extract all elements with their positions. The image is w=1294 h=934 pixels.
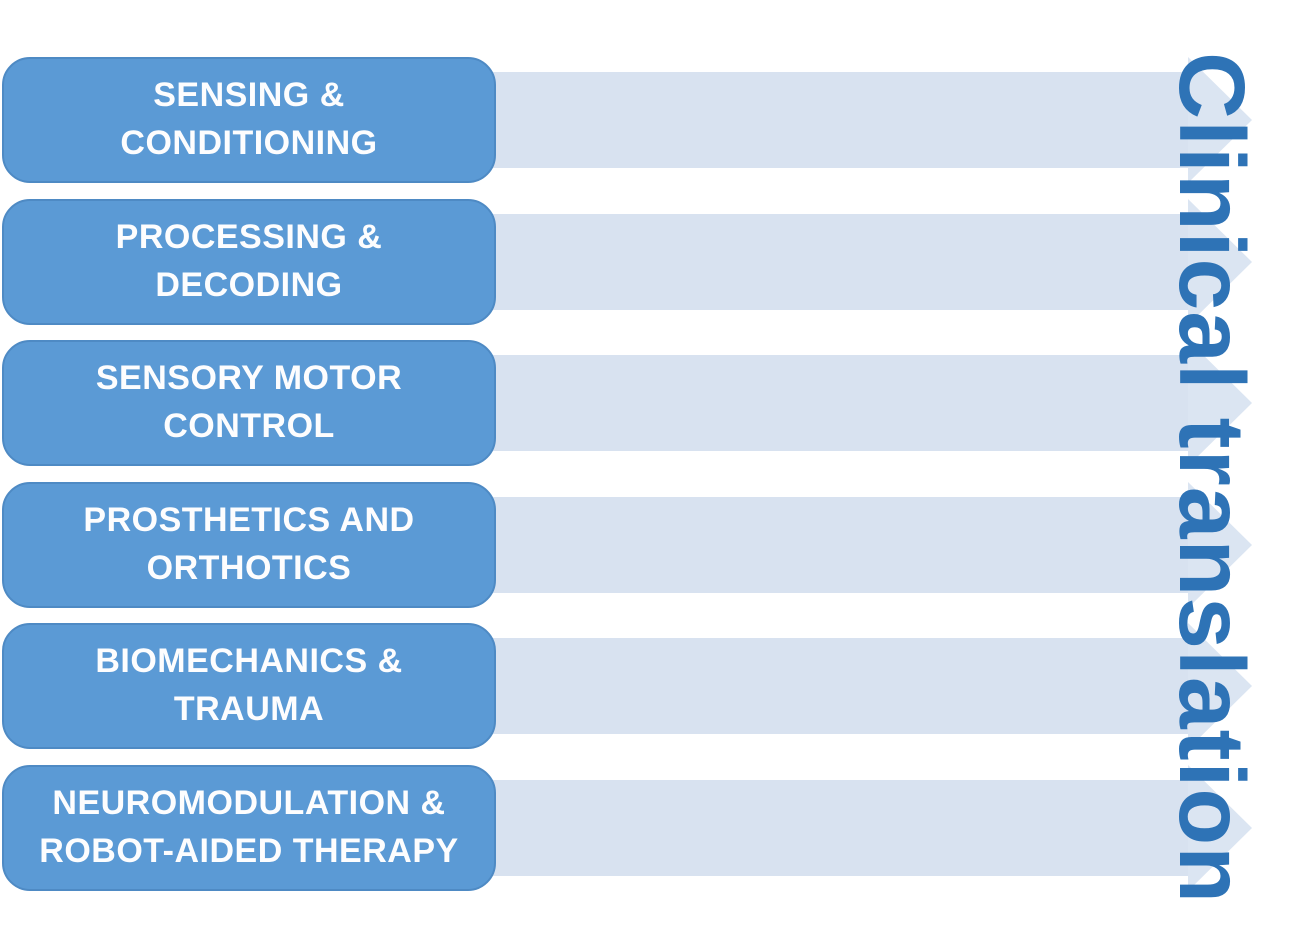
stage-label: PROCESSING & DECODING: [115, 218, 383, 304]
stage-label: NEUROMODULATION & ROBOT-AIDED THERAPY: [39, 784, 459, 870]
stage-label: SENSING & CONDITIONING: [120, 76, 378, 162]
stage-box-sensing-conditioning: SENSING & CONDITIONING: [2, 57, 496, 183]
stage-arrow-head-icon: [1188, 765, 1252, 891]
stage-label: SENSORY MOTOR CONTROL: [95, 359, 403, 445]
stage-row: BIOMECHANICS & TRAUMA: [0, 623, 1294, 749]
stage-arrow-band: [480, 214, 1189, 310]
stage-arrow-band: [480, 355, 1189, 451]
stage-row: NEUROMODULATION & ROBOT-AIDED THERAPY: [0, 765, 1294, 891]
stage-arrow-band: [480, 780, 1189, 876]
clinical-translation-title: Clinical translation: [1160, 52, 1264, 905]
stage-arrow-head-icon: [1188, 199, 1252, 325]
stage-box-neuromodulation-robot-aided-therapy: NEUROMODULATION & ROBOT-AIDED THERAPY: [2, 765, 496, 891]
stage-arrow-head-icon: [1188, 623, 1252, 749]
stage-label: PROSTHETICS AND ORTHOTICS: [83, 501, 415, 587]
stage-row: PROSTHETICS AND ORTHOTICS: [0, 482, 1294, 608]
stage-arrow-head-icon: [1188, 57, 1252, 183]
stage-row: SENSING & CONDITIONING: [0, 57, 1294, 183]
stage-box-biomechanics-trauma: BIOMECHANICS & TRAUMA: [2, 623, 496, 749]
stage-row: SENSORY MOTOR CONTROL: [0, 340, 1294, 466]
stage-arrow-band: [480, 497, 1189, 593]
stage-box-processing-decoding: PROCESSING & DECODING: [2, 199, 496, 325]
stage-box-prosthetics-orthotics: PROSTHETICS AND ORTHOTICS: [2, 482, 496, 608]
stage-box-sensory-motor-control: SENSORY MOTOR CONTROL: [2, 340, 496, 466]
stage-arrow-head-icon: [1188, 340, 1252, 466]
stage-row: PROCESSING & DECODING: [0, 199, 1294, 325]
stage-label: BIOMECHANICS & TRAUMA: [95, 642, 403, 728]
stage-arrow-band: [480, 638, 1189, 734]
stage-arrow-head-icon: [1188, 482, 1252, 608]
stage-arrow-band: [480, 72, 1189, 168]
